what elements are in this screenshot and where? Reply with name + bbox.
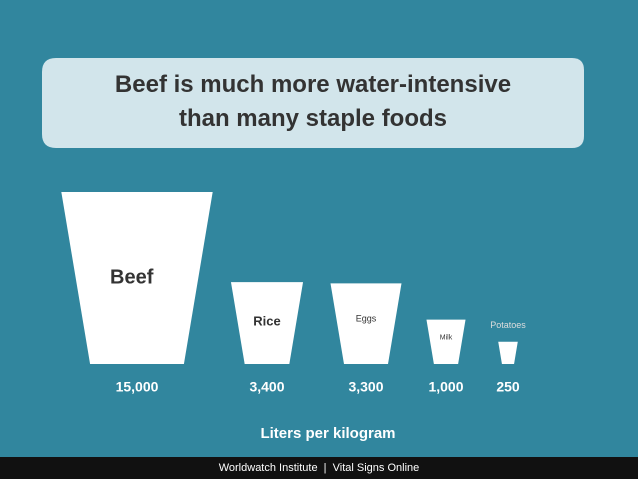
value-label: 250 [496,379,520,395]
cup [426,319,466,364]
cup [498,341,518,364]
category-label: Eggs [356,314,377,324]
value-label: 15,000 [116,379,159,395]
cup [61,192,213,364]
category-label: Rice [253,314,280,329]
value-label: 1,000 [428,379,463,395]
value-label: 3,400 [249,379,284,395]
title-box [42,58,584,148]
footer-bar [0,457,638,479]
category-label: Beef [110,266,154,288]
source: Worldwatch Institute | Vital Signs Onlin… [219,462,420,474]
cup [330,283,402,364]
x-axis-label: Liters per kilogram [260,425,395,442]
chart-title: Beef is much more water-intensive than m… [114,71,512,132]
cup [230,282,304,364]
category-label: Potatoes [490,320,526,330]
value-label: 3,300 [348,379,383,395]
category-label: Milk [440,334,453,341]
